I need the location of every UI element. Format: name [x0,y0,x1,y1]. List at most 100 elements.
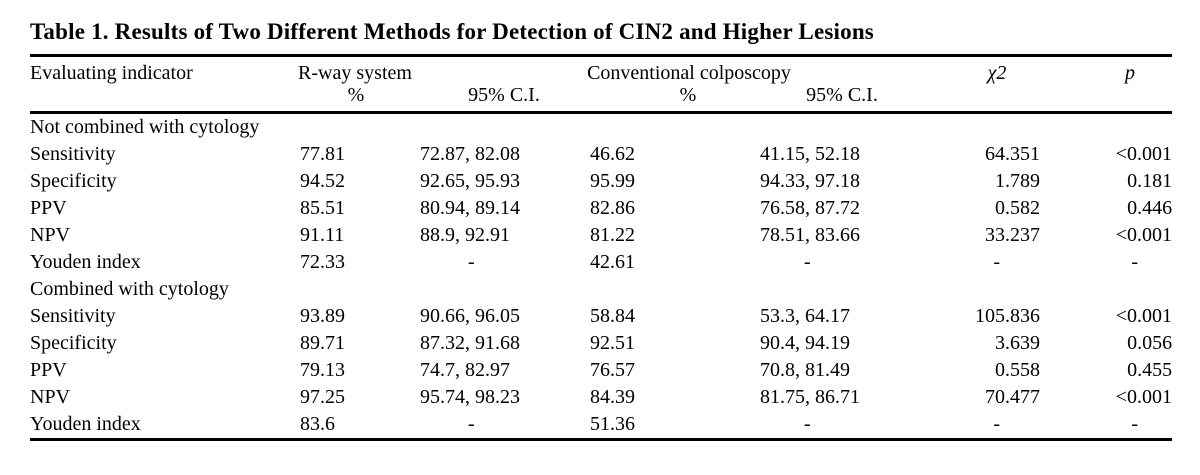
cell-indicator: PPV [30,197,67,219]
cell-rway-pct: 94.52 [300,170,345,192]
cell-p: <0.001 [1115,224,1173,246]
table-row: NPV 97.25 95.74, 98.23 84.39 81.75, 86.7… [30,384,1172,411]
cell-conv-pct: 46.62 [590,143,635,165]
cell-rway-pct: 77.81 [300,143,345,165]
cell-indicator: Sensitivity [30,305,116,327]
cell-chi2: 0.558 [995,359,1040,381]
results-table: Table 1. Results of Two Different Method… [30,16,1172,441]
cell-conv-ci: 53.3, 64.17 [760,305,850,327]
cell-rway-ci: - [468,251,475,273]
cell-indicator: Specificity [30,170,117,192]
cell-p: 0.056 [1127,332,1173,354]
table-row: PPV 79.13 74.7, 82.97 76.57 70.8, 81.49 … [30,357,1172,384]
table-body: Not combined with cytology Sensitivity 7… [30,114,1172,438]
cell-conv-ci: 70.8, 81.49 [760,359,850,381]
cell-conv-ci: 94.33, 97.18 [760,170,860,192]
header-rway-ci: 95% C.I. [468,84,540,106]
table-row: Specificity 89.71 87.32, 91.68 92.51 90.… [30,330,1172,357]
cell-conv-pct: 42.61 [590,251,635,273]
cell-rway-pct: 79.13 [300,359,345,381]
table-row: Sensitivity 77.81 72.87, 82.08 46.62 41.… [30,141,1172,168]
cell-rway-pct: 85.51 [300,197,345,219]
cell-p: <0.001 [1115,143,1173,165]
cell-chi2: 70.477 [985,386,1040,408]
cell-rway-pct: 83.6 [300,413,335,435]
header-evaluating-indicator: Evaluating indicator [30,62,193,84]
cell-chi2: 3.639 [995,332,1040,354]
cell-indicator: Sensitivity [30,143,116,165]
cell-conv-pct: 82.86 [590,197,635,219]
cell-rway-ci: 90.66, 96.05 [420,305,520,327]
header-rway-percent: % [347,84,365,106]
cell-rway-ci: 92.65, 95.93 [420,170,520,192]
cell-rway-ci: 88.9, 92.91 [420,224,510,246]
cell-conv-ci: - [804,413,811,435]
header-conv-ci: 95% C.I. [806,84,878,106]
cell-rway-pct: 93.89 [300,305,345,327]
cell-rway-ci: 87.32, 91.68 [420,332,520,354]
cell-p: 0.181 [1127,170,1173,192]
table-row: Specificity 94.52 92.65, 95.93 95.99 94.… [30,168,1172,195]
cell-p: <0.001 [1115,305,1173,327]
cell-conv-pct: 81.22 [590,224,635,246]
cell-chi2: - [993,413,1000,435]
cell-indicator: PPV [30,359,67,381]
header-conv-percent: % [679,84,697,106]
table-bottom-rule [30,438,1172,441]
header-chi-squared: χ2 [987,62,1007,84]
cell-rway-ci: 72.87, 82.08 [420,143,520,165]
cell-chi2: 64.351 [985,143,1040,165]
cell-chi2: 33.237 [985,224,1040,246]
table-row: Youden index 83.6 - 51.36 - - - [30,411,1172,438]
cell-conv-pct: 84.39 [590,386,635,408]
table-row: PPV 85.51 80.94, 89.14 82.86 76.58, 87.7… [30,195,1172,222]
section-row: Combined with cytology [30,276,1172,303]
cell-conv-pct: 76.57 [590,359,635,381]
table-title: Table 1. Results of Two Different Method… [30,19,874,44]
cell-conv-pct: 95.99 [590,170,635,192]
section-row: Not combined with cytology [30,114,1172,141]
cell-p: 0.446 [1127,197,1173,219]
table-mid-rule [30,111,1172,114]
table-row: NPV 91.11 88.9, 92.91 81.22 78.51, 83.66… [30,222,1172,249]
section-label: Combined with cytology [30,278,229,300]
cell-rway-pct: 91.11 [300,224,345,246]
cell-conv-pct: 58.84 [590,305,635,327]
cell-chi2: - [993,251,1000,273]
cell-indicator: NPV [30,386,71,408]
header-p-value: p [1125,62,1135,84]
cell-rway-ci: - [468,413,475,435]
cell-chi2: 0.582 [995,197,1040,219]
cell-conv-pct: 92.51 [590,332,635,354]
cell-conv-ci: 76.58, 87.72 [760,197,860,219]
cell-rway-ci: 74.7, 82.97 [420,359,510,381]
cell-rway-pct: 97.25 [300,386,345,408]
table-row: Youden index 72.33 - 42.61 - - - [30,249,1172,276]
cell-rway-ci: 95.74, 98.23 [420,386,520,408]
cell-rway-pct: 72.33 [300,251,345,273]
cell-indicator: NPV [30,224,71,246]
cell-indicator: Specificity [30,332,117,354]
table-top-rule [30,54,1172,57]
table-header: Evaluating indicator R-way system Conven… [30,57,1172,111]
cell-chi2: 1.789 [995,170,1040,192]
cell-rway-pct: 89.71 [300,332,345,354]
cell-conv-ci: 41.15, 52.18 [760,143,860,165]
table-row: Sensitivity 93.89 90.66, 96.05 58.84 53.… [30,303,1172,330]
cell-p: <0.001 [1115,386,1173,408]
cell-conv-ci: 78.51, 83.66 [760,224,860,246]
cell-p: - [1131,251,1139,273]
header-conventional-colposcopy: Conventional colposcopy [587,62,791,84]
cell-p: 0.455 [1127,359,1173,381]
cell-indicator: Youden index [30,413,141,435]
cell-indicator: Youden index [30,251,141,273]
cell-conv-pct: 51.36 [590,413,635,435]
cell-chi2: 105.836 [975,305,1040,327]
cell-conv-ci: 90.4, 94.19 [760,332,850,354]
section-label: Not combined with cytology [30,116,260,138]
header-rway-system: R-way system [298,62,412,84]
cell-rway-ci: 80.94, 89.14 [420,197,520,219]
cell-conv-ci: 81.75, 86.71 [760,386,860,408]
cell-p: - [1131,413,1139,435]
